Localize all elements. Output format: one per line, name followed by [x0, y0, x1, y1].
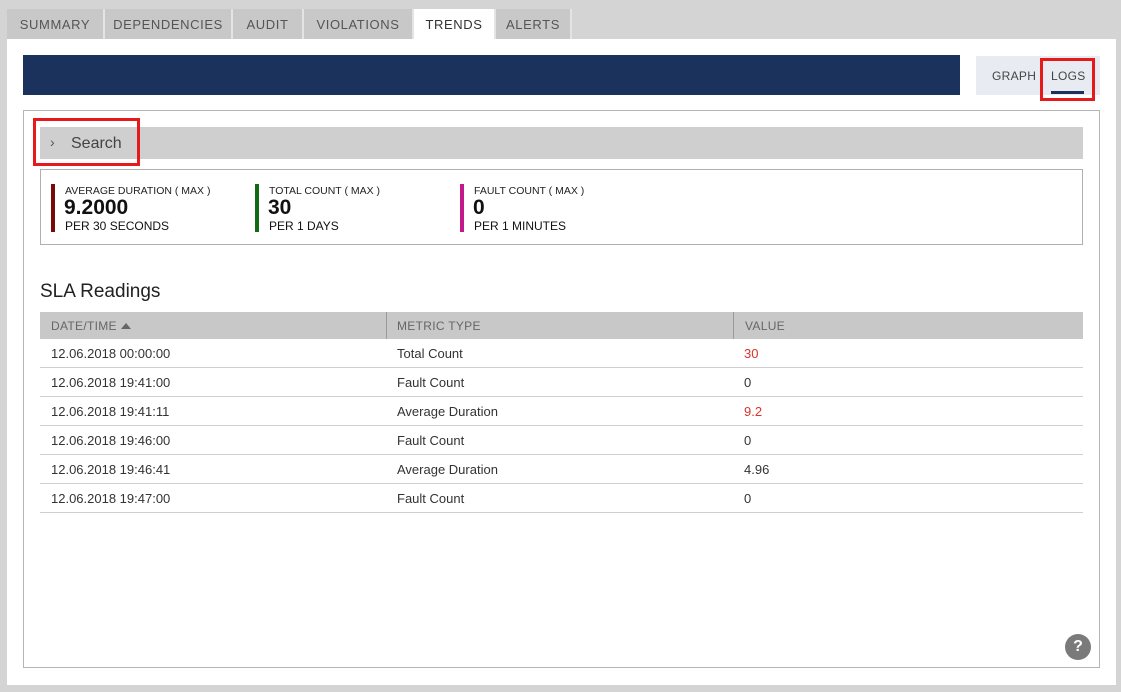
cell-datetime: 12.06.2018 19:41:11 [51, 404, 170, 419]
cell-value: 0 [744, 491, 752, 506]
tab-dependencies[interactable]: DEPENDENCIES [105, 9, 233, 39]
logs-highlight-box [1040, 58, 1095, 101]
column-header-datetime[interactable]: DATE/TIME [51, 312, 131, 339]
cell-metric-type: Average Duration [397, 404, 498, 419]
column-header-label: VALUE [745, 319, 785, 333]
search-toggle-label[interactable]: Search [71, 135, 122, 152]
column-header-label: METRIC TYPE [397, 319, 481, 333]
sla-readings-table: DATE/TIME METRIC TYPE VALUE 12.06.2018 0… [40, 312, 1083, 513]
tab-bar: SUMMARY DEPENDENCIES AUDIT VIOLATIONS TR… [7, 9, 572, 39]
metric-value: 0 [473, 196, 485, 219]
metric-value: 9.2000 [64, 196, 129, 219]
metric-color-bar [51, 184, 55, 232]
cell-value: 30 [744, 346, 759, 361]
cell-metric-type: Fault Count [397, 491, 465, 506]
table-row: 12.06.2018 19:47:00 Fault Count 0 [40, 484, 1083, 513]
cell-metric-type: Fault Count [397, 433, 465, 448]
metrics-summary: AVERAGE DURATION ( MAX ) 9.2000 PER 30 S… [40, 169, 1083, 245]
graph-view-button[interactable]: GRAPH [992, 69, 1037, 83]
table-row: 12.06.2018 19:46:00 Fault Count 0 [40, 426, 1083, 455]
cell-datetime: 12.06.2018 19:46:41 [51, 462, 171, 477]
logs-active-indicator [1051, 91, 1084, 94]
view-toggle: GRAPH LOGS [976, 56, 1100, 95]
cell-datetime: 12.06.2018 19:46:00 [51, 433, 171, 448]
cell-metric-type: Fault Count [397, 375, 465, 390]
tab-trends[interactable]: TRENDS [414, 9, 496, 39]
tab-alerts[interactable]: ALERTS [496, 9, 572, 39]
metric-label: FAULT COUNT ( MAX ) [474, 185, 585, 197]
table-row: 12.06.2018 19:41:00 Fault Count 0 [40, 368, 1083, 397]
sla-readings-title: SLA Readings [40, 281, 161, 302]
column-header-value[interactable]: VALUE [733, 312, 785, 339]
cell-metric-type: Total Count [397, 346, 463, 361]
metric-label: TOTAL COUNT ( MAX ) [269, 185, 381, 197]
tab-audit[interactable]: AUDIT [233, 9, 304, 39]
cell-datetime: 12.06.2018 19:47:00 [51, 491, 171, 506]
metric-value: 30 [268, 196, 292, 219]
tab-summary[interactable]: SUMMARY [7, 9, 105, 39]
metric-period: PER 30 SECONDS [65, 219, 170, 233]
cell-value: 0 [744, 375, 752, 390]
help-icon[interactable]: ? [1065, 634, 1091, 660]
sort-ascending-icon [120, 323, 131, 329]
column-header-label: DATE/TIME [51, 319, 117, 333]
metric-period: PER 1 MINUTES [474, 219, 567, 233]
table-row: 12.06.2018 19:41:11 Average Duration 9.2 [40, 397, 1083, 426]
search-accordion[interactable] [40, 127, 1083, 159]
cell-value: 9.2 [744, 404, 763, 419]
table-row: 12.06.2018 00:00:00 Total Count 30 [40, 339, 1083, 368]
table-row: 12.06.2018 19:46:41 Average Duration 4.9… [40, 455, 1083, 484]
tab-violations[interactable]: VIOLATIONS [304, 9, 414, 39]
logs-view-button[interactable]: LOGS [1051, 69, 1086, 83]
metric-color-bar [460, 184, 464, 232]
cell-datetime: 12.06.2018 19:41:00 [51, 375, 171, 390]
chevron-right-icon[interactable]: › [50, 134, 55, 150]
cell-metric-type: Average Duration [397, 462, 498, 477]
metric-period: PER 1 DAYS [269, 219, 339, 233]
cell-value: 4.96 [744, 462, 770, 477]
cell-datetime: 12.06.2018 00:00:00 [51, 346, 171, 361]
metric-color-bar [255, 184, 259, 232]
cell-value: 0 [744, 433, 752, 448]
metric-label: AVERAGE DURATION ( MAX ) [65, 185, 211, 197]
column-header-metric-type[interactable]: METRIC TYPE [386, 312, 481, 339]
table-header: DATE/TIME METRIC TYPE VALUE [40, 312, 1083, 339]
header-banner [23, 55, 960, 95]
search-highlight-box [33, 118, 140, 166]
